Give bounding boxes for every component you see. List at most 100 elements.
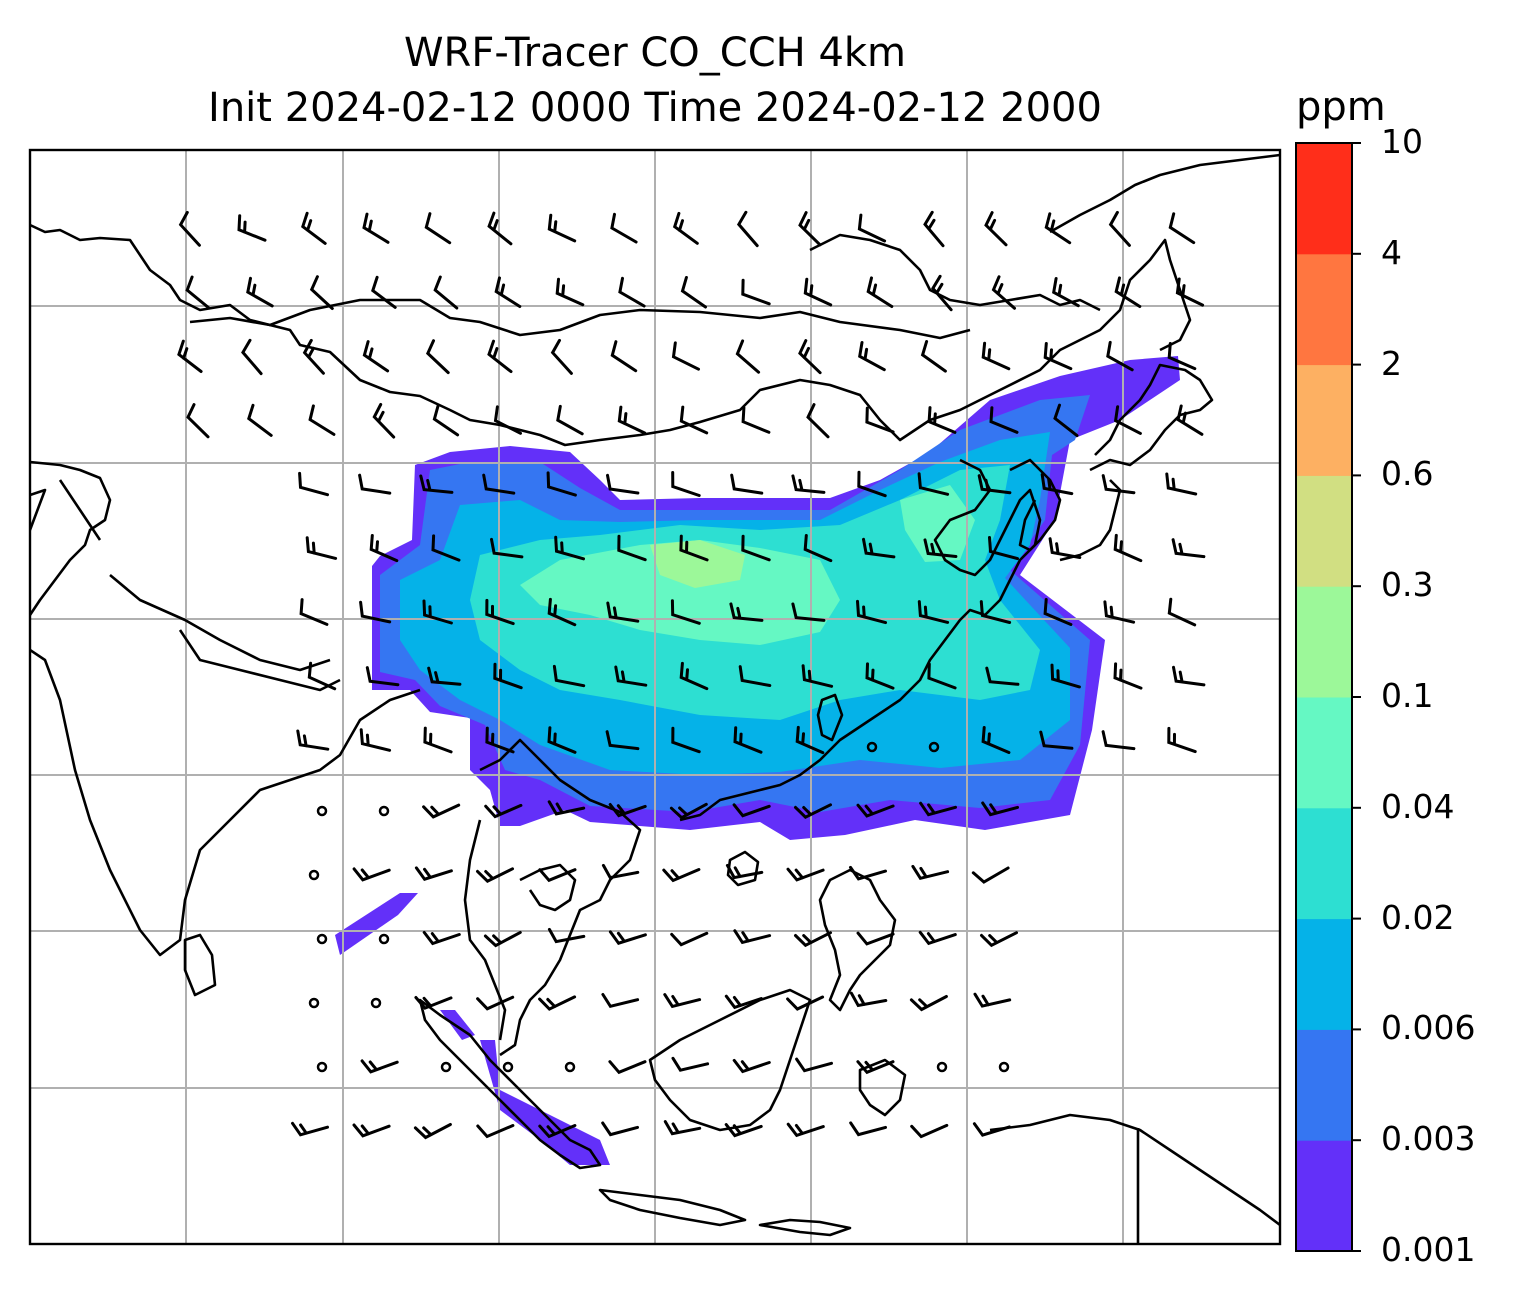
wind-barb	[610, 212, 638, 244]
wind-barb	[733, 929, 772, 945]
wind-barb	[485, 726, 515, 754]
wind-barb	[362, 340, 390, 373]
wind-barb	[308, 404, 336, 436]
wind-barb	[433, 275, 459, 310]
wind-barb	[927, 406, 957, 434]
plume-level-0.001	[335, 893, 418, 955]
plume-level-0.1	[650, 540, 745, 588]
coastline-korea	[1009, 458, 1062, 552]
wind-barb	[298, 471, 329, 497]
wind-barb	[736, 210, 759, 248]
wind-barb	[1043, 342, 1073, 371]
wind-barb-calm	[370, 997, 382, 1009]
wind-barb	[425, 339, 450, 375]
wind-barb	[1106, 340, 1134, 372]
wind-barb	[601, 863, 640, 880]
wind-barb	[608, 930, 647, 945]
wind-barb	[419, 474, 454, 494]
wind-barb	[669, 802, 708, 820]
coastline-taiwan	[816, 693, 844, 742]
wind-barb	[798, 211, 822, 247]
chart-title-line2: Init 2024-02-12 0000 Time 2024-02-12 200…	[208, 85, 1102, 131]
wind-barb	[972, 1122, 1011, 1137]
wind-barb-calm	[998, 1061, 1010, 1073]
wind-barb	[919, 801, 957, 817]
wind-barb	[1172, 665, 1206, 687]
wind-barb	[1113, 405, 1142, 435]
coastline-indochina	[463, 738, 642, 1057]
wind-barb	[555, 277, 585, 307]
colorbar-band	[1296, 1029, 1352, 1141]
wind-barb	[849, 865, 887, 881]
wind-barb	[856, 599, 887, 625]
colorbar-tick-label: 2	[1381, 343, 1402, 383]
colorbar	[1296, 143, 1352, 1252]
wind-barb	[186, 403, 210, 439]
wind-barb	[1040, 473, 1074, 496]
wind-barb	[547, 927, 586, 944]
wind-barb	[741, 406, 771, 434]
wind-barb	[803, 534, 833, 563]
coastline-russia-east	[1049, 153, 1280, 234]
wind-barb	[662, 868, 701, 883]
wind-barb	[923, 210, 945, 248]
coastline-himalaya	[189, 298, 971, 340]
wind-barb	[185, 275, 211, 310]
wind-barb	[857, 470, 887, 498]
wind-barb-calm	[378, 805, 390, 817]
wind-barb	[1044, 212, 1072, 245]
wind-barb	[177, 339, 203, 373]
plume-level-0.001	[480, 1040, 610, 1165]
colorbar-band	[1296, 364, 1352, 476]
wind-barb	[910, 1123, 949, 1139]
wind-barb	[931, 274, 953, 312]
wind-barb	[794, 931, 832, 948]
wind-barb	[927, 662, 957, 690]
wind-barb	[663, 1120, 702, 1136]
coastline-india-interior	[30, 479, 341, 692]
coastline-china-east	[679, 458, 1042, 822]
wind-barb	[241, 338, 263, 376]
coastline-java	[598, 1188, 747, 1227]
coastline-timor	[758, 1218, 852, 1237]
wind-barb	[424, 212, 452, 245]
wind-barb	[556, 404, 584, 436]
wind-barb	[985, 666, 1020, 686]
wind-barb	[432, 404, 460, 437]
wind-barb	[601, 993, 640, 1009]
wind-barb-calm	[440, 1061, 452, 1073]
wind-barb	[680, 276, 707, 309]
wind-barb	[794, 803, 832, 820]
wind-barb	[856, 803, 895, 818]
wind-barb	[1113, 662, 1143, 690]
wind-barb	[362, 212, 390, 244]
wind-barb-calm	[316, 805, 328, 817]
colorbar-band	[1296, 697, 1352, 809]
wind-barb	[917, 472, 950, 496]
wind-barb	[427, 666, 462, 686]
wind-barb	[909, 995, 948, 1012]
wind-barb	[1175, 277, 1205, 307]
wind-barb	[1165, 472, 1198, 496]
wind-barb	[857, 213, 887, 243]
wind-barb-calm	[378, 933, 390, 945]
wind-barb	[989, 406, 1019, 434]
wind-barb	[791, 602, 826, 622]
wind-barb	[918, 930, 957, 946]
wind-barb	[1053, 403, 1079, 438]
colorbar-band	[1296, 807, 1352, 920]
wind-barb	[724, 994, 763, 1010]
wind-barb	[791, 474, 826, 494]
wind-barb	[352, 867, 391, 882]
wind-barb-calm	[308, 997, 320, 1009]
wind-barb	[422, 930, 461, 946]
wind-barb	[1167, 342, 1197, 371]
wind-barb	[547, 800, 586, 816]
wind-barb	[979, 600, 1012, 624]
wind-barb	[617, 405, 647, 435]
wind-barb	[291, 1121, 329, 1137]
colorbar-tick-label: 4	[1381, 232, 1402, 272]
wind-barb	[302, 338, 325, 375]
wind-barb	[246, 276, 274, 308]
wind-barb	[538, 995, 577, 1011]
